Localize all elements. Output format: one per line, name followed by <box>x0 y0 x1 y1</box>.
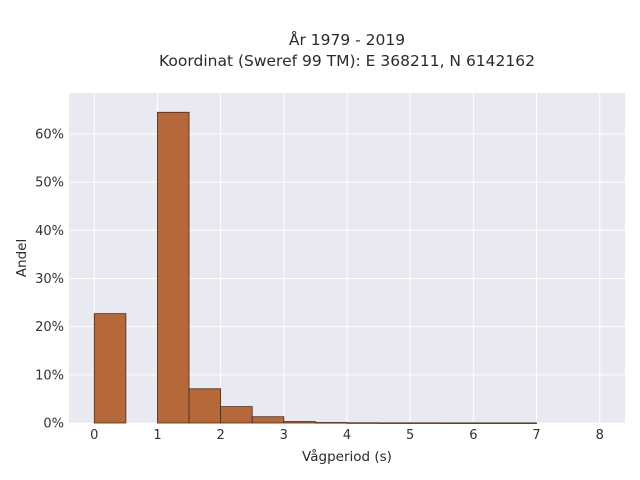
histogram-bar <box>251 416 285 424</box>
histogram-bar <box>283 421 316 424</box>
x-tick-label: 7 <box>532 428 540 443</box>
y-tick-label: 10% <box>35 368 64 383</box>
x-tick-label: 5 <box>406 428 414 443</box>
histogram-bar <box>315 422 348 424</box>
histogram-bar <box>220 406 253 424</box>
bars <box>93 111 537 424</box>
x-tick-label: 4 <box>343 428 351 443</box>
histogram-bar <box>409 422 443 424</box>
y-tick-label: 50% <box>35 176 64 191</box>
x-tick-label: 2 <box>216 428 224 443</box>
histogram-bar <box>346 422 379 424</box>
y-tick-label: 30% <box>35 272 64 287</box>
histogram-bar <box>504 422 537 424</box>
tick-labels: 0 1 2 3 4 5 6 7 8 0% 10% 20% 30% 40% 50% 60% <box>35 127 604 443</box>
y-tick-label: 0% <box>43 417 64 432</box>
histogram-bar <box>93 313 127 424</box>
x-axis-label: Vågperiod (s) <box>302 448 392 465</box>
y-axis-label: Andel <box>14 239 30 277</box>
y-tick-label: 40% <box>35 224 64 239</box>
histogram-bar <box>157 111 190 424</box>
x-tick-label: 6 <box>469 428 477 443</box>
y-tick-label: 20% <box>35 320 64 335</box>
histogram-bar <box>188 388 222 424</box>
histogram-bar <box>378 422 411 424</box>
y-tick-label: 60% <box>35 127 64 142</box>
x-tick-label: 0 <box>90 428 98 443</box>
chart-title: År 1979 - 2019 <box>289 30 405 49</box>
x-tick-label: 1 <box>153 428 161 443</box>
histogram-bar <box>441 422 474 424</box>
chart-subtitle: Koordinat (Sweref 99 TM): E 368211, N 61… <box>159 52 535 70</box>
histogram-bar <box>472 422 506 424</box>
x-tick-label: 8 <box>596 428 604 443</box>
x-tick-label: 3 <box>280 428 288 443</box>
